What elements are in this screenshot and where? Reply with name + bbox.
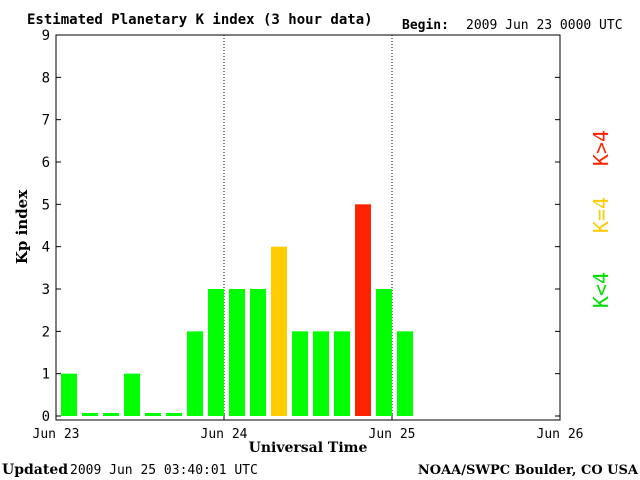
x-tick-label: Jun 25 (369, 427, 416, 442)
kp-bar (187, 331, 203, 416)
kp-bar (61, 373, 77, 416)
y-axis-label: Kp index (13, 189, 31, 264)
kp-bar (145, 413, 161, 416)
kp-bars (61, 204, 413, 416)
y-tick-label: 4 (42, 240, 50, 256)
x-tick-label: Jun 26 (537, 427, 584, 442)
y-tick-label: 9 (42, 28, 50, 44)
x-tick-label: Jun 23 (33, 427, 80, 442)
y-tick-label: 3 (42, 282, 50, 298)
y-tick-label: 5 (42, 197, 50, 213)
y-tick-label: 1 (42, 367, 50, 383)
chart-title: Estimated Planetary K index (3 hour data… (27, 12, 373, 28)
legend-low: K<4 (589, 272, 613, 308)
x-tick-label: Jun 24 (201, 427, 248, 442)
kp-bar (208, 289, 224, 416)
kp-bar (82, 413, 98, 416)
x-axis-ticks: Jun 23 Jun 24 Jun 25 Jun 26 (33, 414, 584, 442)
kp-bar (355, 204, 371, 416)
kp-bar (334, 331, 350, 416)
kp-bar (229, 289, 245, 416)
updated-label: Updated (2, 462, 68, 478)
kp-bar (376, 289, 392, 416)
kp-bar (397, 331, 413, 416)
legend-mid: K=4 (589, 197, 613, 233)
y-tick-label: 6 (42, 155, 50, 171)
plot-frame (55, 34, 561, 421)
kp-bar (292, 331, 308, 416)
credit-text: NOAA/SWPC Boulder, CO USA (418, 463, 639, 478)
kp-bar (124, 373, 140, 416)
kp-bar (313, 331, 329, 416)
begin-value: 2009 Jun 23 0000 UTC (466, 18, 623, 33)
x-axis-label: Universal Time (249, 440, 368, 456)
kp-bar (103, 413, 119, 416)
legend-high: K>4 (589, 130, 613, 166)
y-tick-label: 0 (42, 409, 50, 425)
y-tick-label: 8 (42, 70, 50, 86)
kp-bar (250, 289, 266, 416)
kp-bar (166, 413, 182, 416)
kp-bar (271, 246, 287, 416)
updated-value: 2009 Jun 25 03:40:01 UTC (70, 463, 258, 478)
day-dividers (223, 35, 393, 420)
y-tick-label: 7 (42, 113, 50, 129)
y-tick-label: 2 (42, 324, 50, 340)
begin-label: Begin: (402, 18, 449, 33)
y-axis-ticks: 0 1 2 3 4 5 6 7 8 9 (42, 28, 560, 425)
